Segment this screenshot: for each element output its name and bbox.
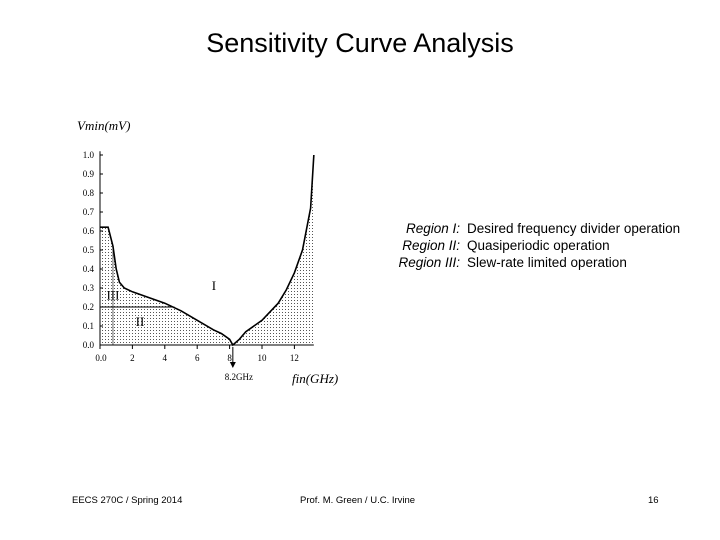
region-row: Region I: Desired frequency divider oper… xyxy=(380,220,680,237)
region-label-III: III xyxy=(106,287,119,302)
x-tick-label: 0.0 xyxy=(95,353,107,363)
y-tick-label: 0.0 xyxy=(83,340,95,350)
x-axis-label: fin(GHz) xyxy=(292,371,338,386)
y-tick-label: 1.0 xyxy=(83,150,95,160)
region-description: Quasiperiodic operation xyxy=(467,238,610,253)
annotation-label: 8.2GHz xyxy=(225,372,253,382)
y-tick-label: 0.1 xyxy=(83,321,94,331)
x-tick-label: 2 xyxy=(130,353,135,363)
region-shading xyxy=(100,155,314,345)
region-label: Region I: xyxy=(405,221,460,236)
region-description: Slew-rate limited operation xyxy=(467,255,627,270)
x-tick-label: 8 xyxy=(227,353,232,363)
x-tick-label: 10 xyxy=(258,353,268,363)
region-legend: Region I: Desired frequency divider oper… xyxy=(380,220,680,271)
region-label: Region III: xyxy=(398,255,460,270)
region-row: Region II: Quasiperiodic operation xyxy=(380,237,680,254)
y-tick-label: 0.9 xyxy=(83,169,95,179)
y-tick-label: 0.6 xyxy=(83,226,95,236)
y-axis-label: Vmin(mV) xyxy=(77,118,130,133)
annotation-arrowhead xyxy=(229,362,236,368)
footer-course: EECS 270C / Spring 2014 xyxy=(72,495,183,506)
region-description: Desired frequency divider operation xyxy=(467,221,681,236)
sensitivity-curve xyxy=(100,154,315,347)
y-tick-label: 0.8 xyxy=(83,188,95,198)
y-tick-label: 0.3 xyxy=(83,283,95,293)
region-row: Region III: Slew-rate limited operation xyxy=(380,254,680,271)
x-tick-label: 6 xyxy=(195,353,200,363)
slide-title: Sensitivity Curve Analysis xyxy=(206,28,514,58)
footer-author: Prof. M. Green / U.C. Irvine xyxy=(300,495,416,506)
y-tick-label: 0.4 xyxy=(83,264,95,274)
x-tick-label: 12 xyxy=(290,353,299,363)
y-tick-label: 0.2 xyxy=(83,302,94,312)
region-label: Region II: xyxy=(402,238,460,253)
x-tick-label: 4 xyxy=(163,353,168,363)
y-tick-label: 0.7 xyxy=(83,207,95,217)
region-label-II: II xyxy=(136,314,145,329)
region-label-I: I xyxy=(212,278,216,293)
y-tick-label: 0.5 xyxy=(83,245,95,255)
page-number: 16 xyxy=(648,495,659,506)
